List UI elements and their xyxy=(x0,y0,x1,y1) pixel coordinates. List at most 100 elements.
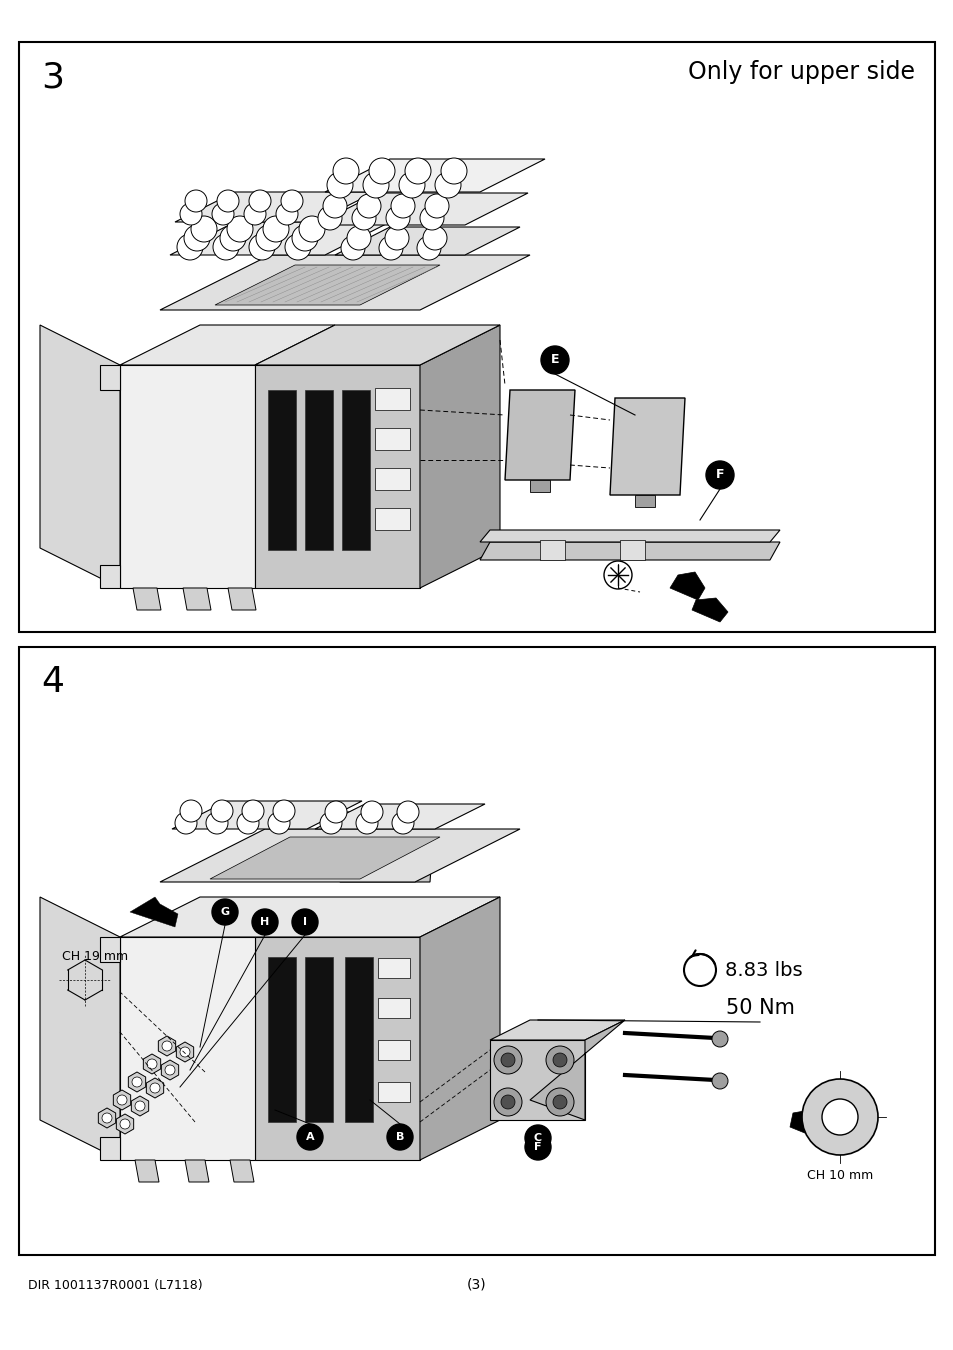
Circle shape xyxy=(132,1077,142,1087)
Circle shape xyxy=(319,811,341,834)
Polygon shape xyxy=(530,1021,624,1120)
Polygon shape xyxy=(254,364,419,589)
Polygon shape xyxy=(100,566,120,589)
Polygon shape xyxy=(160,829,519,882)
Polygon shape xyxy=(419,896,499,1160)
Bar xyxy=(619,540,644,560)
Circle shape xyxy=(150,1083,160,1094)
Circle shape xyxy=(494,1046,521,1075)
Text: I: I xyxy=(303,917,307,927)
Polygon shape xyxy=(174,192,375,221)
Circle shape xyxy=(212,899,237,925)
Polygon shape xyxy=(419,325,499,589)
Circle shape xyxy=(500,1095,515,1108)
Polygon shape xyxy=(132,589,161,610)
Text: 3: 3 xyxy=(41,59,64,95)
Polygon shape xyxy=(254,325,499,364)
Circle shape xyxy=(435,171,460,198)
Circle shape xyxy=(333,158,358,184)
Polygon shape xyxy=(335,227,519,255)
Polygon shape xyxy=(98,1108,115,1129)
Circle shape xyxy=(135,1102,145,1111)
Circle shape xyxy=(801,1079,877,1156)
Polygon shape xyxy=(635,495,655,508)
Circle shape xyxy=(385,225,409,250)
Circle shape xyxy=(281,190,303,212)
Polygon shape xyxy=(691,598,727,622)
Circle shape xyxy=(180,202,202,225)
Circle shape xyxy=(273,801,294,822)
Circle shape xyxy=(416,236,440,261)
Circle shape xyxy=(252,909,277,936)
Circle shape xyxy=(500,1053,515,1066)
Circle shape xyxy=(296,1125,323,1150)
Circle shape xyxy=(386,207,410,230)
Circle shape xyxy=(174,811,196,834)
Circle shape xyxy=(292,909,317,936)
Circle shape xyxy=(396,801,418,824)
Polygon shape xyxy=(100,1137,120,1160)
Circle shape xyxy=(553,1095,566,1108)
Text: H: H xyxy=(260,917,270,927)
Polygon shape xyxy=(116,1114,133,1134)
Circle shape xyxy=(545,1088,574,1116)
Circle shape xyxy=(369,158,395,184)
Polygon shape xyxy=(490,1040,584,1120)
Circle shape xyxy=(356,194,380,217)
Bar xyxy=(19,647,934,1256)
Polygon shape xyxy=(490,1021,624,1040)
Polygon shape xyxy=(120,896,499,937)
Circle shape xyxy=(220,225,246,251)
Polygon shape xyxy=(132,1096,149,1116)
Text: E: E xyxy=(550,354,558,366)
Circle shape xyxy=(298,216,325,242)
Circle shape xyxy=(387,1125,413,1150)
Circle shape xyxy=(255,225,282,251)
Polygon shape xyxy=(176,1042,193,1062)
Circle shape xyxy=(236,811,258,834)
Text: G: G xyxy=(220,907,230,917)
Polygon shape xyxy=(120,325,335,364)
Polygon shape xyxy=(130,896,178,927)
Polygon shape xyxy=(172,801,361,829)
Circle shape xyxy=(244,202,266,225)
Polygon shape xyxy=(129,1072,146,1092)
Bar xyxy=(377,1081,410,1102)
Polygon shape xyxy=(170,221,390,255)
Circle shape xyxy=(683,954,716,986)
Polygon shape xyxy=(325,159,544,192)
Circle shape xyxy=(177,234,203,261)
Polygon shape xyxy=(160,255,530,310)
Circle shape xyxy=(185,190,207,212)
Polygon shape xyxy=(254,937,419,1160)
Circle shape xyxy=(242,801,264,822)
Circle shape xyxy=(325,801,347,824)
Polygon shape xyxy=(135,1160,159,1183)
Circle shape xyxy=(180,1048,190,1057)
Polygon shape xyxy=(40,896,120,1160)
Circle shape xyxy=(540,346,568,374)
Circle shape xyxy=(227,216,253,242)
Circle shape xyxy=(392,811,414,834)
Circle shape xyxy=(422,225,447,250)
Text: C: C xyxy=(534,1133,541,1143)
Circle shape xyxy=(249,234,274,261)
Polygon shape xyxy=(214,265,439,305)
Polygon shape xyxy=(314,193,527,225)
Polygon shape xyxy=(120,937,254,1160)
Text: 50 Nm: 50 Nm xyxy=(725,998,794,1018)
Polygon shape xyxy=(158,1035,175,1056)
Text: 8.83 lbs: 8.83 lbs xyxy=(724,960,801,980)
Circle shape xyxy=(211,801,233,822)
Text: B: B xyxy=(395,1133,404,1142)
Polygon shape xyxy=(120,364,254,589)
Polygon shape xyxy=(146,1079,164,1098)
Polygon shape xyxy=(479,541,780,560)
Bar xyxy=(375,428,410,450)
Circle shape xyxy=(440,158,467,184)
Circle shape xyxy=(355,811,377,834)
Circle shape xyxy=(275,202,297,225)
Bar xyxy=(539,540,564,560)
Bar xyxy=(268,390,295,549)
Text: Only for upper side: Only for upper side xyxy=(687,59,914,84)
